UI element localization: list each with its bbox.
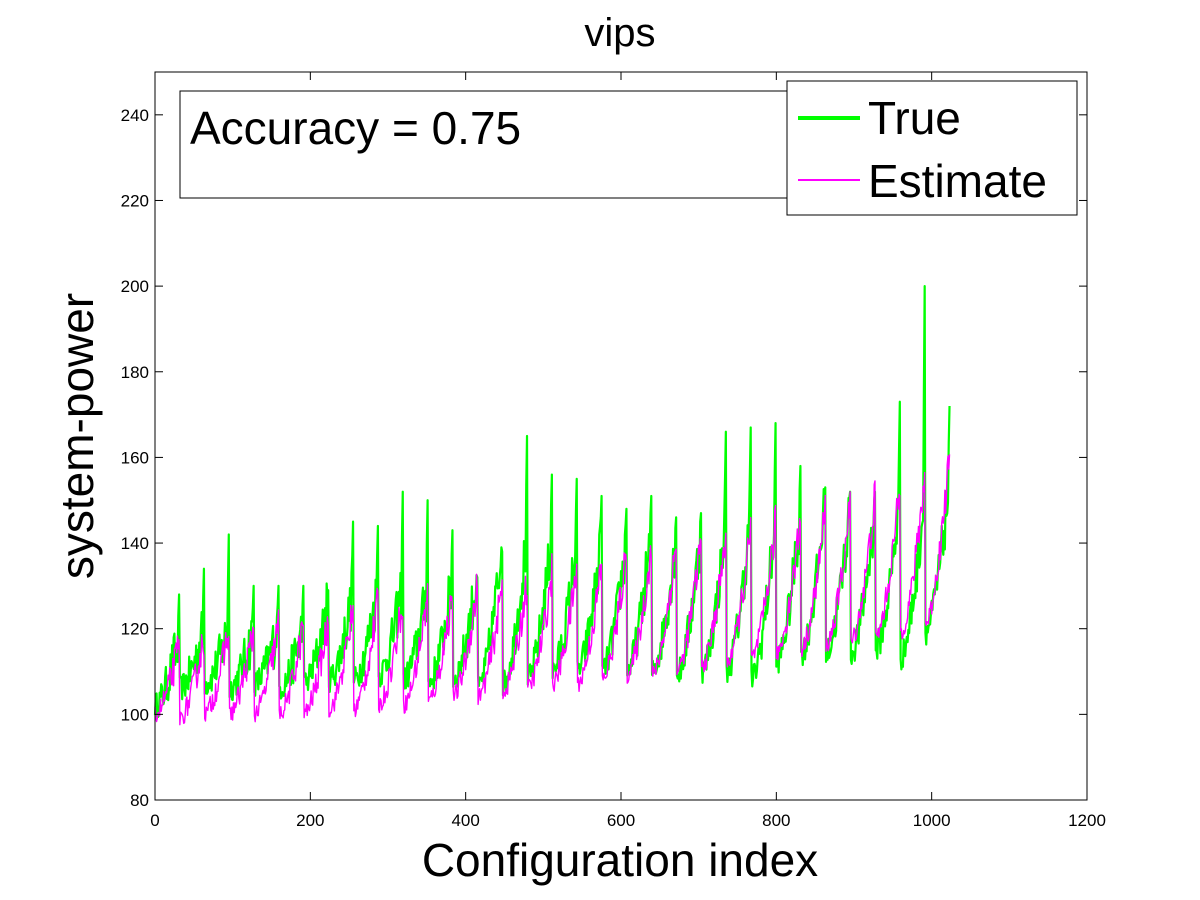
x-tick-label: 800 (762, 811, 790, 830)
accuracy-annotation: Accuracy = 0.75 (179, 90, 793, 199)
series-layer (153, 285, 951, 726)
y-axis-label: system-power (51, 293, 103, 579)
y-tick-label: 180 (121, 363, 149, 382)
x-tick-label: 1000 (913, 811, 951, 830)
accuracy-text: Accuracy = 0.75 (190, 102, 521, 154)
chart-title: vips (584, 11, 655, 55)
legend-label-true: True (868, 92, 961, 144)
y-tick-label: 240 (121, 106, 149, 125)
x-tick-label: 600 (607, 811, 635, 830)
y-tick-label: 220 (121, 191, 149, 210)
y-tick-label: 80 (130, 791, 149, 810)
x-tick-label: 400 (451, 811, 479, 830)
y-tick-label: 120 (121, 620, 149, 639)
x-tick-label: 0 (150, 811, 159, 830)
legend-label-estimate: Estimate (868, 155, 1047, 207)
y-tick-label: 140 (121, 534, 149, 553)
x-tick-label: 1200 (1068, 811, 1106, 830)
x-axis-label: Configuration index (422, 834, 818, 886)
legend: True Estimate (786, 80, 1078, 216)
y-tick-label: 200 (121, 277, 149, 296)
annotation-box (179, 90, 793, 199)
ticks-layer: 0 200 400 600 800 1000 1200 80 100 120 140 160 180 20… (121, 72, 1106, 830)
series-line-estimate (154, 454, 951, 726)
y-tick-label: 100 (121, 705, 149, 724)
legend-box (786, 80, 1078, 216)
y-tick-label: 160 (121, 448, 149, 467)
x-tick-label: 200 (296, 811, 324, 830)
